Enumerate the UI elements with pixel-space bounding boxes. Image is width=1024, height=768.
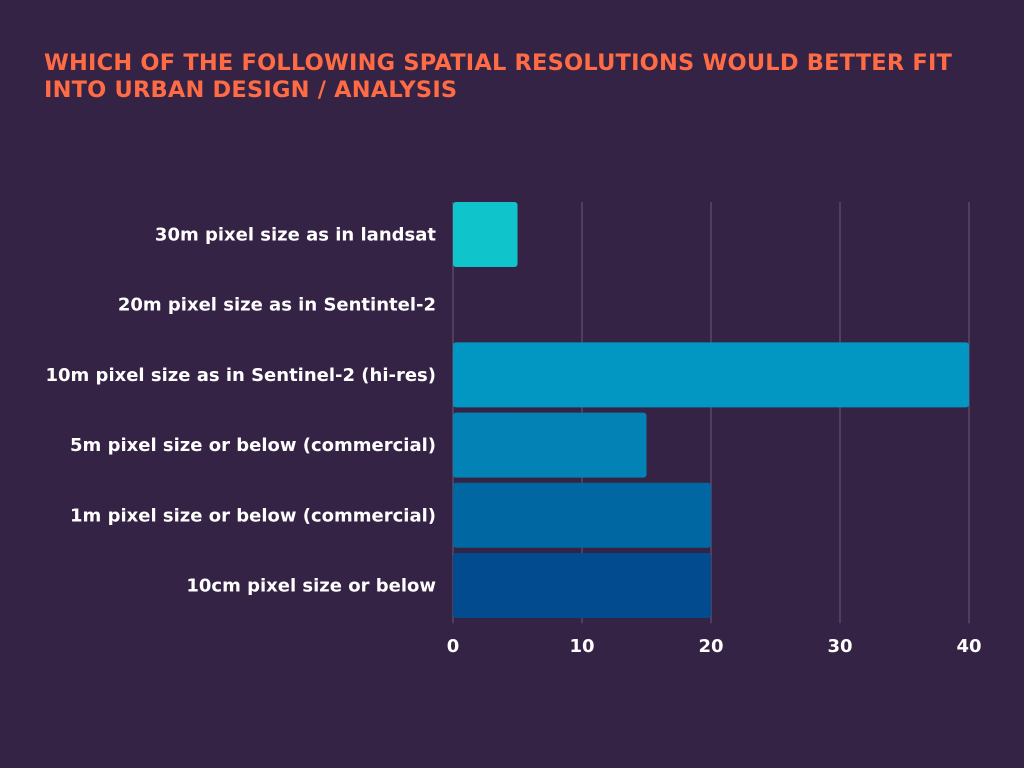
x-tick-label: 0 <box>447 636 460 657</box>
category-labels: 30m pixel size as in landsat 20m pixel si… <box>45 225 436 597</box>
x-tick-label: 10 <box>569 636 594 657</box>
x-axis-tick-labels: 0 10 20 30 40 <box>447 636 982 657</box>
x-tick-label: 20 <box>698 636 723 657</box>
category-label: 5m pixel size or below (commercial) <box>70 435 436 456</box>
chart-title: WHICH OF THE FOLLOWING SPATIAL RESOLUTIO… <box>44 50 953 103</box>
bar <box>453 482 711 548</box>
bars <box>453 202 969 618</box>
bar <box>453 412 647 478</box>
x-tick-label: 40 <box>956 636 981 657</box>
category-label: 30m pixel size as in landsat <box>155 225 436 246</box>
x-tick-label: 30 <box>827 636 852 657</box>
category-label: 1m pixel size or below (commercial) <box>70 505 436 526</box>
bar <box>453 202 518 267</box>
category-label: 10m pixel size as in Sentinel-2 (hi-res) <box>45 365 436 386</box>
bar <box>453 342 969 408</box>
category-label: 20m pixel size as in Sentintel-2 <box>118 295 436 316</box>
category-label: 10cm pixel size or below <box>186 576 436 597</box>
bar <box>453 553 711 618</box>
